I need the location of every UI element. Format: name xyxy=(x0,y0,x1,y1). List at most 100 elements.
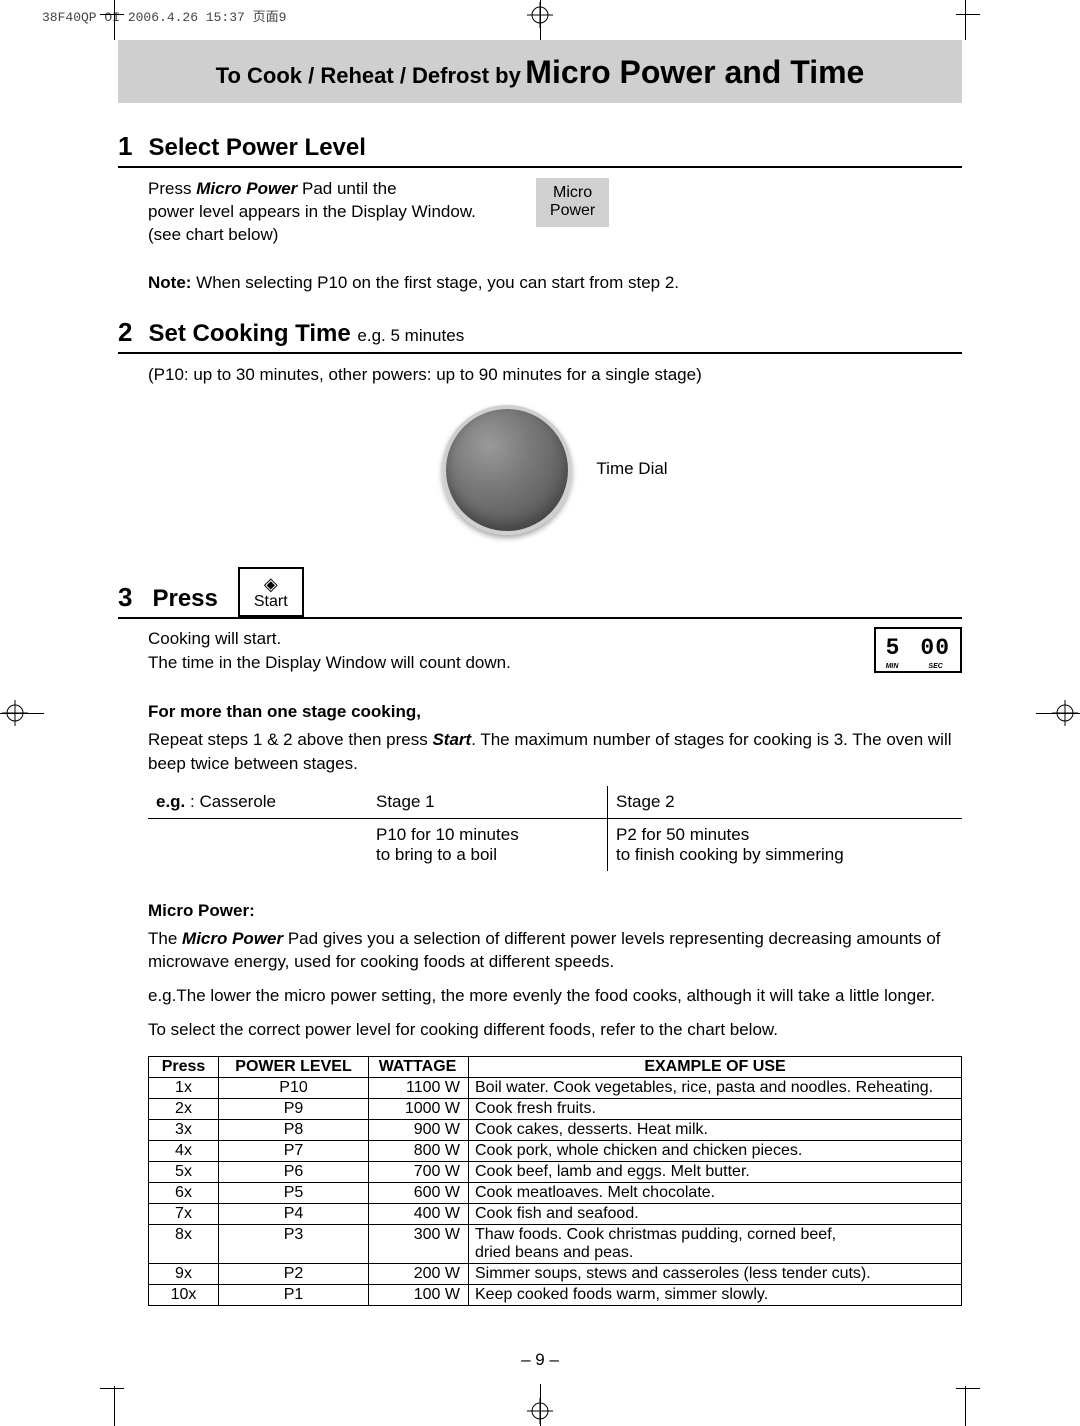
step1-text: Press xyxy=(148,179,196,198)
power-table-level-cell: P5 xyxy=(219,1182,369,1203)
step3-text: The time in the Display Window will coun… xyxy=(148,651,854,675)
step-number: 3 xyxy=(118,582,132,613)
step2-body: (P10: up to 30 minutes, other powers: up… xyxy=(118,364,962,535)
power-table-header-level: POWER LEVEL xyxy=(219,1056,369,1077)
page-content: To Cook / Reheat / Defrost by Micro Powe… xyxy=(118,40,962,1386)
power-table-row: 7xP4400 WCook fish and seafood. xyxy=(149,1203,962,1224)
casserole-stage2-line1: P2 for 50 minutes xyxy=(616,825,954,845)
power-table-example-cell: Thaw foods. Cook christmas pudding, corn… xyxy=(469,1224,962,1263)
power-table-example-cell: Cook meatloaves. Melt chocolate. xyxy=(469,1182,962,1203)
casserole-stage2-header: Stage 2 xyxy=(608,786,962,819)
step1-note: Note: When selecting P10 on the first st… xyxy=(118,273,962,293)
micro-power-text: The xyxy=(148,929,182,948)
step1-text: (see chart below) xyxy=(148,224,476,247)
power-table-wrap: Press POWER LEVEL WATTAGE EXAMPLE OF USE… xyxy=(118,1056,962,1306)
casserole-stage1-cell: P10 for 10 minutes to bring to a boil xyxy=(368,819,608,871)
power-table-level-cell: P3 xyxy=(219,1224,369,1263)
micro-power-button-label: Micro xyxy=(550,184,595,202)
display-min: 5 xyxy=(886,633,901,664)
registration-target-icon xyxy=(527,2,553,28)
micro-power-button-label: Power xyxy=(550,202,595,220)
power-table-wattage-cell: 200 W xyxy=(369,1263,469,1284)
micro-power-p1: The Micro Power Pad gives you a selectio… xyxy=(118,927,962,975)
step1-text-bold: Micro Power xyxy=(196,179,297,198)
casserole-eg-label: e.g. xyxy=(156,792,185,811)
power-table-example-cell: Simmer soups, stews and casseroles (less… xyxy=(469,1263,962,1284)
power-table-press-cell: 7x xyxy=(149,1203,219,1224)
power-table-wattage-cell: 900 W xyxy=(369,1119,469,1140)
start-diamond-icon: ◈ xyxy=(254,575,288,593)
casserole-stage1-header: Stage 1 xyxy=(368,786,608,819)
step-number: 1 xyxy=(118,131,132,162)
power-table-wattage-cell: 700 W xyxy=(369,1161,469,1182)
registration-target-icon xyxy=(1052,700,1078,726)
power-table-level-cell: P1 xyxy=(219,1284,369,1305)
power-table-row: 3xP8900 WCook cakes, desserts. Heat milk… xyxy=(149,1119,962,1140)
step2-subtitle: e.g. 5 minutes xyxy=(357,326,464,345)
display-sec-label: SEC xyxy=(928,662,942,671)
print-meta: 38F40QP OI 2006.4.26 15:37 页面9 xyxy=(42,6,286,25)
page-title-bar: To Cook / Reheat / Defrost by Micro Powe… xyxy=(118,40,962,103)
power-table-wattage-cell: 400 W xyxy=(369,1203,469,1224)
power-table-level-cell: P6 xyxy=(219,1161,369,1182)
power-table-row: 2xP91000 WCook fresh fruits. xyxy=(149,1098,962,1119)
power-table-press-cell: 5x xyxy=(149,1161,219,1182)
registration-target-icon xyxy=(2,700,28,726)
casserole-stage1-line1: P10 for 10 minutes xyxy=(376,825,599,845)
power-table-level-cell: P8 xyxy=(219,1119,369,1140)
power-table-press-cell: 4x xyxy=(149,1140,219,1161)
step3-body: Cooking will start. The time in the Disp… xyxy=(118,627,962,675)
power-table-press-cell: 6x xyxy=(149,1182,219,1203)
power-table-row: 6xP5600 WCook meatloaves. Melt chocolate… xyxy=(149,1182,962,1203)
time-dial-label: Time Dial xyxy=(596,458,667,481)
power-table-wattage-cell: 300 W xyxy=(369,1224,469,1263)
note-label: Note: xyxy=(148,273,191,292)
power-table-press-cell: 10x xyxy=(149,1284,219,1305)
step1-text: Pad until the xyxy=(297,179,396,198)
power-table-press-cell: 1x xyxy=(149,1077,219,1098)
step-number: 2 xyxy=(118,317,132,348)
power-table-example-cell: Cook beef, lamb and eggs. Melt butter. xyxy=(469,1161,962,1182)
multi-stage-body: Repeat steps 1 & 2 above then press Star… xyxy=(118,728,962,776)
display-sec: 00 xyxy=(920,633,950,664)
micro-power-text-bold: Micro Power xyxy=(182,929,283,948)
power-table-header-wattage: WATTAGE xyxy=(369,1056,469,1077)
power-table-press-cell: 9x xyxy=(149,1263,219,1284)
start-button-label: Start xyxy=(254,593,288,611)
power-table-level-cell: P4 xyxy=(219,1203,369,1224)
power-table-row: 1xP101100 WBoil water. Cook vegetables, … xyxy=(149,1077,962,1098)
power-table-row: 8xP3300 WThaw foods. Cook christmas pudd… xyxy=(149,1224,962,1263)
casserole-empty xyxy=(148,819,368,871)
power-table-example-cell: Cook fish and seafood. xyxy=(469,1203,962,1224)
step2-limits: (P10: up to 30 minutes, other powers: up… xyxy=(148,364,962,387)
power-level-table: Press POWER LEVEL WATTAGE EXAMPLE OF USE… xyxy=(148,1056,962,1306)
power-table-example-cell: Cook fresh fruits. xyxy=(469,1098,962,1119)
micro-power-heading: Micro Power: xyxy=(118,899,962,923)
power-table-level-cell: P9 xyxy=(219,1098,369,1119)
micro-power-button[interactable]: Micro Power xyxy=(536,178,609,227)
title-small: To Cook / Reheat / Defrost by xyxy=(216,63,521,88)
multi-stage-text-bold: Start xyxy=(432,730,471,749)
multi-stage-heading: For more than one stage cooking, xyxy=(118,700,962,724)
step3-header: 3 Press ◈ Start xyxy=(118,567,962,619)
power-table-example-cell: Cook cakes, desserts. Heat milk. xyxy=(469,1119,962,1140)
power-table-row: 10xP1100 WKeep cooked foods warm, simmer… xyxy=(149,1284,962,1305)
step3-title: Press xyxy=(152,585,217,613)
power-table-press-cell: 3x xyxy=(149,1119,219,1140)
power-table-header-row: Press POWER LEVEL WATTAGE EXAMPLE OF USE xyxy=(149,1056,962,1077)
power-table-header-example: EXAMPLE OF USE xyxy=(469,1056,962,1077)
power-table-header-press: Press xyxy=(149,1056,219,1077)
multi-stage-text: Repeat steps 1 & 2 above then press xyxy=(148,730,432,749)
multi-stage-head: For more than one stage cooking, xyxy=(148,702,421,721)
casserole-example-table: e.g. : Casserole Stage 1 Stage 2 P10 for… xyxy=(118,786,962,871)
power-table-level-cell: P10 xyxy=(219,1077,369,1098)
start-button[interactable]: ◈ Start xyxy=(238,567,304,617)
page-number: – 9 – xyxy=(118,1350,962,1370)
crop-mark xyxy=(100,1388,124,1412)
power-table-press-cell: 8x xyxy=(149,1224,219,1263)
step1-header: 1 Select Power Level xyxy=(118,131,962,168)
micro-power-p2: e.g.The lower the micro power setting, t… xyxy=(118,984,962,1008)
micro-power-head: Micro Power: xyxy=(148,901,255,920)
step3-text: Cooking will start. xyxy=(148,627,854,651)
time-dial-icon[interactable] xyxy=(442,405,572,535)
